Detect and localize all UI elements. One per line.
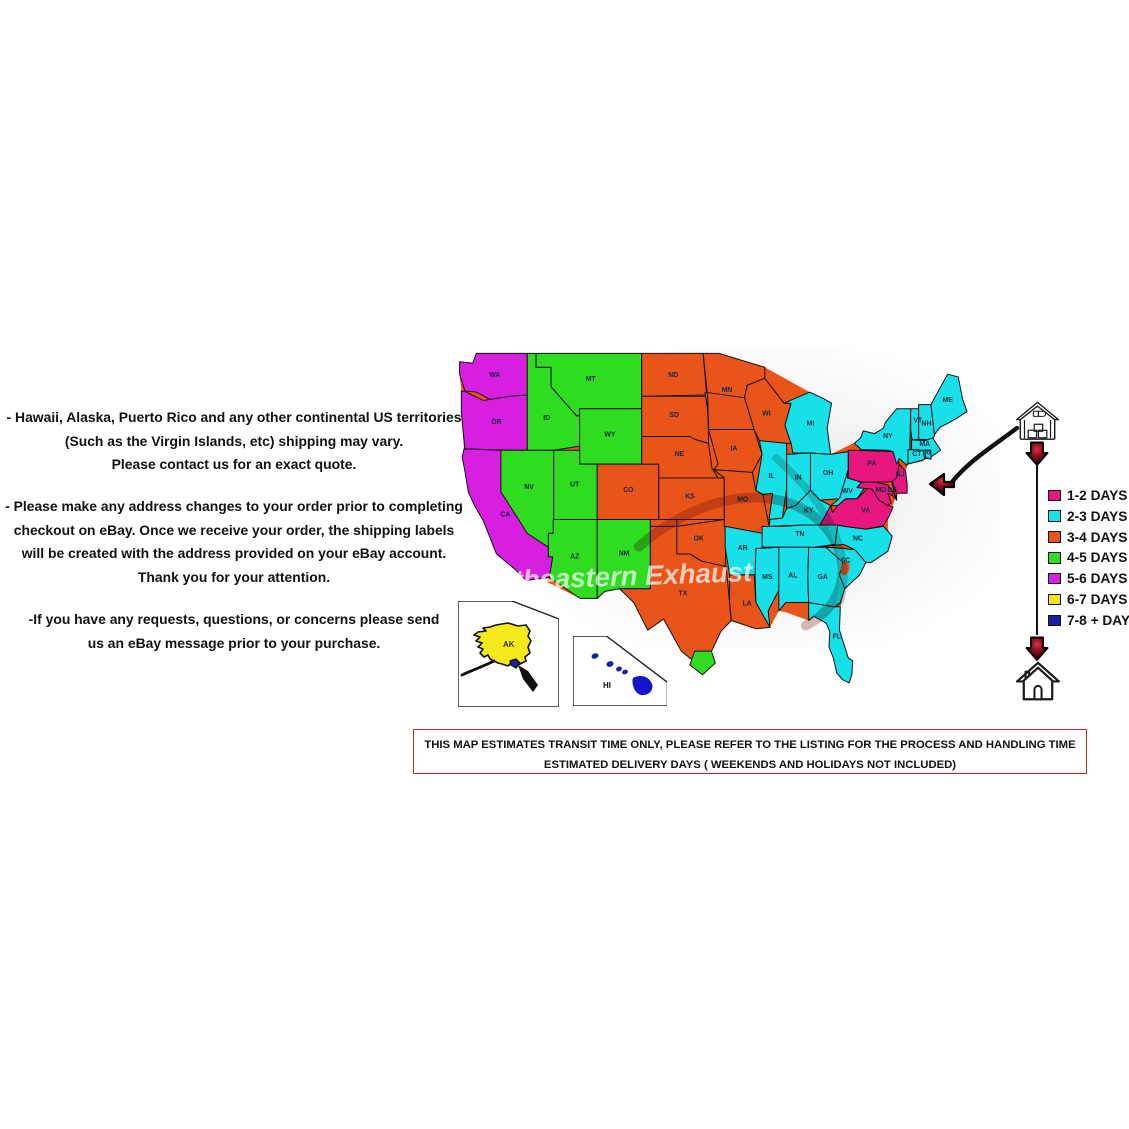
svg-text:HI: HI bbox=[603, 681, 611, 690]
svg-text:AR: AR bbox=[738, 545, 748, 552]
svg-text:MI: MI bbox=[807, 420, 815, 427]
svg-text:OH: OH bbox=[823, 470, 833, 477]
svg-text:CA: CA bbox=[500, 512, 510, 519]
svg-text:TX: TX bbox=[679, 591, 688, 598]
svg-text:AK: AK bbox=[503, 640, 515, 649]
svg-text:AL: AL bbox=[788, 573, 797, 580]
svg-text:OR: OR bbox=[491, 419, 501, 426]
svg-text:AZ: AZ bbox=[570, 553, 579, 560]
svg-text:MD: MD bbox=[875, 487, 886, 494]
svg-text:NY: NY bbox=[883, 433, 893, 440]
svg-text:OK: OK bbox=[694, 535, 704, 542]
svg-text:MT: MT bbox=[586, 376, 597, 383]
svg-text:WI: WI bbox=[762, 411, 770, 418]
svg-text:SD: SD bbox=[669, 412, 679, 419]
svg-text:ND: ND bbox=[668, 372, 678, 379]
svg-text:NH: NH bbox=[922, 420, 932, 427]
svg-text:MS: MS bbox=[762, 574, 773, 581]
svg-text:IA: IA bbox=[730, 445, 737, 452]
svg-text:FL: FL bbox=[833, 634, 841, 641]
svg-text:TN: TN bbox=[795, 531, 804, 538]
svg-text:KS: KS bbox=[685, 494, 695, 501]
svg-text:PA: PA bbox=[867, 461, 876, 468]
svg-text:LA: LA bbox=[743, 600, 752, 607]
svg-text:MA: MA bbox=[919, 441, 930, 448]
svg-text:GA: GA bbox=[818, 574, 828, 581]
svg-text:DE: DE bbox=[887, 487, 897, 494]
svg-text:NV: NV bbox=[524, 484, 534, 491]
svg-text:WA: WA bbox=[489, 372, 500, 379]
svg-text:WY: WY bbox=[604, 431, 615, 438]
svg-text:RI: RI bbox=[924, 449, 931, 456]
svg-text:NC: NC bbox=[853, 535, 863, 542]
svg-text:WV: WV bbox=[842, 488, 853, 495]
svg-text:CT: CT bbox=[912, 451, 922, 458]
svg-text:ID: ID bbox=[543, 415, 550, 422]
svg-text:MN: MN bbox=[722, 387, 733, 394]
svg-text:NE: NE bbox=[675, 451, 685, 458]
svg-text:IL: IL bbox=[769, 473, 775, 480]
svg-text:CO: CO bbox=[623, 487, 634, 494]
svg-text:NM: NM bbox=[619, 550, 630, 557]
svg-text:UT: UT bbox=[570, 481, 580, 488]
svg-text:ME: ME bbox=[942, 397, 953, 404]
svg-text:NJ: NJ bbox=[896, 472, 905, 479]
svg-text:VA: VA bbox=[861, 508, 870, 515]
